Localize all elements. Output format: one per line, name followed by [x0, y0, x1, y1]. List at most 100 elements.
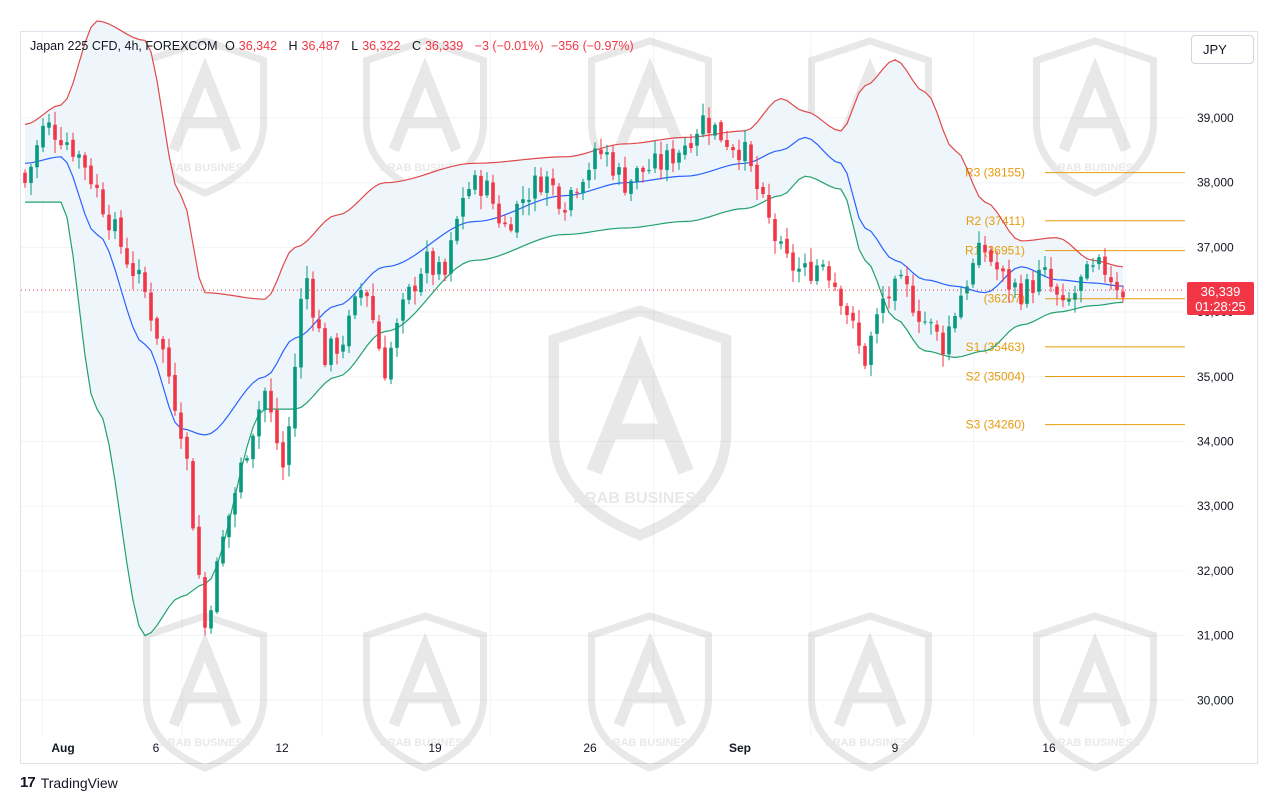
candle-body [485, 180, 489, 196]
candle-body [869, 335, 873, 365]
candle-body [641, 167, 645, 172]
y-tick-label: 34,000 [1197, 435, 1234, 449]
y-tick-label: 33,000 [1197, 499, 1234, 513]
candles [23, 103, 1125, 636]
candle-body [125, 248, 129, 265]
candle-body [377, 321, 381, 349]
candle-body [317, 319, 321, 329]
candle-body [95, 184, 99, 188]
candle-body [323, 328, 327, 366]
symbol-label[interactable]: Japan 225 CFD, 4h, FOREXCOM [30, 39, 218, 53]
candle-body [1067, 299, 1071, 302]
candle-body [845, 305, 849, 316]
candle-body [251, 435, 255, 460]
last-price-value: 36,339 [1200, 284, 1241, 299]
close-label: C [411, 39, 421, 53]
candle-body [311, 278, 315, 318]
currency-button[interactable]: JPY [1191, 35, 1254, 64]
candle-body [455, 218, 459, 241]
x-tick-label: Sep [729, 741, 751, 755]
candle-body [41, 125, 45, 148]
candle-body [293, 366, 297, 429]
y-tick-label: 30,000 [1197, 693, 1234, 707]
candle-body [371, 295, 375, 321]
candle-body [689, 143, 693, 149]
tradingview-logo-icon[interactable]: 17 [20, 774, 36, 791]
watermark-shield-icon: ARAB BUSINESS [1032, 612, 1158, 772]
candle-body [905, 275, 909, 285]
candle-body [593, 148, 597, 170]
candle-body [1109, 277, 1113, 283]
candle-body [965, 286, 969, 294]
candle-body [269, 390, 273, 413]
level-label: S3 (34260) [966, 418, 1025, 432]
watermark-text: ARAB BUSINESS [825, 737, 915, 749]
candle-body [1079, 276, 1083, 291]
candle-body [629, 180, 633, 194]
candle-body [65, 142, 69, 145]
candle-body [779, 241, 783, 244]
candle-body [359, 290, 363, 298]
candle-body [383, 347, 387, 379]
candle-body [275, 410, 279, 444]
watermark-shield-icon: ARAB BUSINESS [362, 612, 488, 772]
candle-body [833, 282, 837, 287]
low-label: L [351, 39, 359, 53]
watermark-text: ARAB BUSINESS [160, 162, 250, 174]
candle-body [353, 296, 357, 316]
change-value: −3 (−0.01%) [474, 39, 544, 53]
candle-body [761, 186, 765, 194]
candle-body [143, 272, 147, 292]
watermark-text: ARAB BUSINESS [1050, 162, 1140, 174]
candle-body [443, 261, 447, 275]
candle-body [1037, 269, 1041, 292]
candle-body [527, 199, 531, 202]
candle-body [995, 262, 999, 270]
watermark-text: ARAB BUSINESS [380, 737, 470, 749]
y-tick-label: 38,000 [1197, 176, 1234, 190]
candle-body [947, 326, 951, 355]
x-tick-label: 6 [153, 741, 160, 755]
candle-body [209, 610, 213, 629]
y-tick-label: 37,000 [1197, 240, 1234, 254]
candle-body [89, 165, 93, 185]
candle-body [713, 124, 717, 136]
candle-body [497, 203, 501, 224]
candle-body [1031, 280, 1035, 293]
candle-body [305, 278, 309, 300]
candle-body [899, 274, 903, 277]
close-value: 36,339 [424, 39, 464, 53]
candle-body [743, 141, 747, 162]
candle-body [1061, 295, 1065, 301]
candle-body [479, 175, 483, 196]
candle-body [767, 195, 771, 218]
candle-body [221, 536, 225, 564]
candle-body [389, 347, 393, 380]
tradingview-brand[interactable]: TradingView [40, 774, 118, 791]
candle-body [179, 412, 183, 439]
candle-body [1025, 279, 1029, 304]
y-tick-label: 39,000 [1197, 111, 1234, 125]
y-axis: 39,00038,00037,00036,00035,00034,00033,0… [1197, 111, 1234, 707]
candle-body [707, 117, 711, 134]
bollinger-band-fill [25, 21, 1123, 636]
pivot-levels: R3 (38155) R2 (37411) R1 (36951) (36207) S1 … [965, 166, 1185, 432]
candle-body [605, 152, 609, 155]
candle-body [749, 144, 753, 167]
x-axis: Aug 6 12 19 26 Sep 9 16 [51, 741, 1056, 755]
candle-body [341, 344, 345, 352]
candle-body [1049, 268, 1053, 287]
candle-body [719, 122, 723, 141]
candle-body [539, 176, 543, 193]
candle-body [935, 324, 939, 332]
candle-body [665, 150, 669, 171]
candle-body [245, 458, 249, 461]
candle-body [551, 178, 555, 186]
candle-body [1073, 293, 1077, 300]
open-value: 36,342 [238, 39, 278, 53]
level-label: (36207) [984, 292, 1025, 306]
countdown-value: 01:28:25 [1195, 299, 1246, 314]
candle-body [881, 298, 885, 313]
watermark-shield-icon: ARAB BUSINESS [1032, 37, 1158, 197]
